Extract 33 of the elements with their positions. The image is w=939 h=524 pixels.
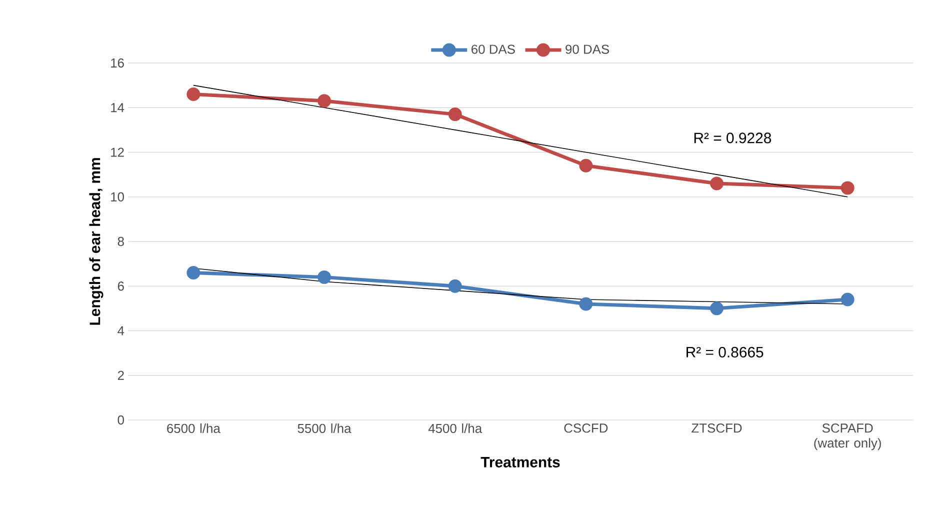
y-tick-label: 16 [111, 58, 124, 68]
y-axis-title: Length of ear head, mm [89, 158, 104, 325]
legend-label: 90 DAS [566, 44, 610, 54]
y-tick-label: 2 [118, 370, 124, 380]
point [186, 266, 200, 280]
y-tick-label: 6 [118, 282, 124, 291]
x-tick-label: 4500 l/ha [428, 424, 482, 434]
y-tick-label: 4 [118, 326, 124, 336]
x-tick-label: CSCFD [564, 424, 608, 433]
point [710, 302, 724, 316]
legend-label: 60 DAS [472, 44, 515, 54]
point [318, 94, 332, 108]
y-tick-label: 14 [111, 103, 124, 112]
point [840, 292, 854, 306]
point [448, 279, 462, 293]
y-tick-label: 12 [111, 148, 124, 157]
annotation: R² = 0.8665 [686, 346, 764, 358]
x-tick-label: 6500 l/ha [167, 424, 220, 434]
point [579, 158, 593, 172]
point [840, 181, 854, 195]
annotation: R² = 0.9228 [694, 132, 772, 144]
point [710, 176, 724, 190]
x-tick-label: SCPAFD (water only) [814, 424, 881, 450]
y-tick-label: 10 [111, 192, 124, 202]
x-tick-label: 5500 l/ha [298, 424, 352, 434]
x-tick-label: ZTSCFD [692, 424, 742, 433]
x-axis-title: Treatments [480, 457, 560, 468]
point [318, 270, 332, 284]
y-tick-label: 0 [118, 415, 124, 425]
point [186, 87, 200, 101]
y-tick-label: 8 [118, 236, 124, 246]
point [579, 297, 593, 311]
point [448, 108, 462, 122]
